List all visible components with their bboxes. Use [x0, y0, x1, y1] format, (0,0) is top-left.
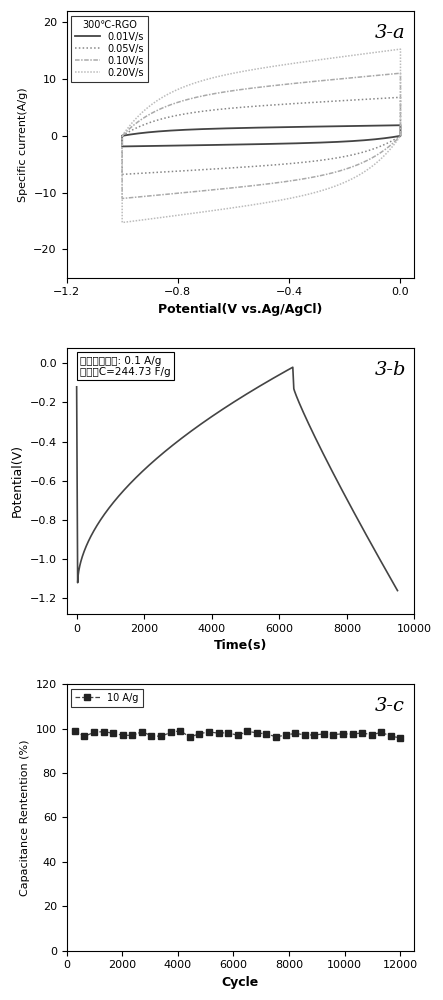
0.20V/s — [120, 217, 125, 229]
0.20V/s — [120, 130, 125, 142]
10 A/g — [130, 729, 135, 741]
X-axis label: Cycle: Cycle — [222, 976, 259, 989]
0.20V/s — [183, 208, 188, 220]
10 A/g — [245, 725, 250, 737]
10 A/g — [82, 730, 87, 742]
10 A/g — [216, 727, 221, 739]
0.01V/s — [398, 119, 403, 131]
10 A/g — [302, 729, 307, 741]
10 A/g — [350, 728, 355, 740]
0.20V/s — [154, 95, 159, 107]
10 A/g — [360, 727, 365, 739]
0.10V/s — [398, 67, 403, 79]
0.20V/s — [120, 130, 125, 142]
10 A/g — [159, 730, 164, 742]
10 A/g — [264, 728, 269, 740]
0.01V/s — [120, 130, 125, 142]
10 A/g — [139, 726, 144, 738]
Line: 0.05V/s: 0.05V/s — [122, 97, 400, 174]
10 A/g — [321, 728, 326, 740]
0.01V/s — [233, 122, 238, 134]
0.01V/s — [120, 130, 125, 142]
Line: 10 A/g: 10 A/g — [72, 728, 403, 741]
0.01V/s — [120, 140, 125, 152]
0.20V/s — [233, 67, 238, 79]
0.20V/s — [398, 43, 403, 55]
10 A/g — [292, 727, 298, 739]
0.20V/s — [241, 200, 247, 212]
Y-axis label: Potential(V): Potential(V) — [11, 444, 24, 517]
Line: 0.20V/s: 0.20V/s — [122, 49, 400, 223]
0.05V/s — [241, 161, 247, 173]
10 A/g — [197, 728, 202, 740]
10 A/g — [149, 730, 154, 742]
10 A/g — [225, 727, 231, 739]
Text: 充放电流密度: 0.1 A/g
比电容C=244.73 F/g: 充放电流密度: 0.1 A/g 比电容C=244.73 F/g — [81, 356, 171, 377]
10 A/g — [101, 726, 106, 738]
0.05V/s — [233, 102, 238, 114]
Text: 3-c: 3-c — [375, 697, 405, 715]
Text: 3-b: 3-b — [374, 361, 406, 379]
0.05V/s — [120, 130, 125, 142]
Y-axis label: Capacitance Rentention (%): Capacitance Rentention (%) — [20, 739, 30, 896]
10 A/g — [91, 726, 97, 738]
0.10V/s — [120, 130, 125, 142]
0.05V/s — [154, 114, 159, 126]
0.01V/s — [183, 139, 188, 151]
0.05V/s — [120, 130, 125, 142]
0.01V/s — [154, 126, 159, 138]
10 A/g — [254, 727, 260, 739]
0.10V/s — [154, 105, 159, 117]
0.10V/s — [233, 84, 238, 96]
10 A/g — [311, 729, 317, 741]
Line: 0.01V/s: 0.01V/s — [122, 125, 400, 146]
Y-axis label: Specific current(A/g): Specific current(A/g) — [18, 87, 28, 202]
Legend: 0.01V/s, 0.05V/s, 0.10V/s, 0.20V/s: 0.01V/s, 0.05V/s, 0.10V/s, 0.20V/s — [71, 16, 148, 82]
0.10V/s — [120, 192, 125, 204]
Text: 3-a: 3-a — [375, 24, 405, 42]
10 A/g — [206, 726, 212, 738]
10 A/g — [187, 731, 192, 743]
0.01V/s — [221, 139, 226, 151]
10 A/g — [340, 728, 346, 740]
0.05V/s — [183, 165, 188, 177]
10 A/g — [331, 729, 336, 741]
10 A/g — [388, 730, 393, 742]
10 A/g — [178, 725, 183, 737]
X-axis label: Potential(V vs.Ag/AgCl): Potential(V vs.Ag/AgCl) — [158, 303, 323, 316]
10 A/g — [379, 726, 384, 738]
0.10V/s — [120, 130, 125, 142]
10 A/g — [369, 729, 374, 741]
0.05V/s — [221, 162, 226, 174]
0.10V/s — [183, 186, 188, 198]
10 A/g — [72, 725, 78, 737]
10 A/g — [398, 732, 403, 744]
0.05V/s — [146, 167, 151, 179]
0.10V/s — [241, 181, 247, 193]
0.20V/s — [146, 213, 151, 225]
0.10V/s — [146, 190, 151, 202]
10 A/g — [235, 729, 240, 741]
0.05V/s — [398, 91, 403, 103]
X-axis label: Time(s): Time(s) — [214, 639, 267, 652]
0.10V/s — [221, 183, 226, 195]
10 A/g — [168, 726, 173, 738]
0.20V/s — [221, 203, 226, 215]
10 A/g — [273, 731, 279, 743]
10 A/g — [283, 729, 288, 741]
Line: 0.10V/s: 0.10V/s — [122, 73, 400, 198]
Legend: 10 A/g: 10 A/g — [71, 689, 143, 707]
10 A/g — [110, 727, 116, 739]
0.01V/s — [241, 138, 247, 150]
10 A/g — [120, 729, 125, 741]
0.01V/s — [146, 140, 151, 152]
0.05V/s — [120, 168, 125, 180]
